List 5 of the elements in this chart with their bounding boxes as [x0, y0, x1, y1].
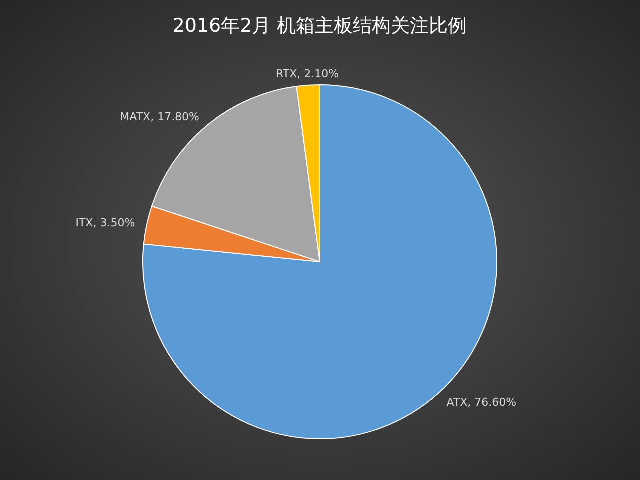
- chart-title: 2016年2月 机箱主板结构关注比例: [172, 15, 468, 37]
- slice-label: RTX, 2.10%: [276, 67, 340, 80]
- slice-label: ITX, 3.50%: [76, 216, 136, 230]
- slice-label: MATX, 17.80%: [120, 110, 200, 124]
- slice-label: ATX, 76.60%: [446, 396, 517, 410]
